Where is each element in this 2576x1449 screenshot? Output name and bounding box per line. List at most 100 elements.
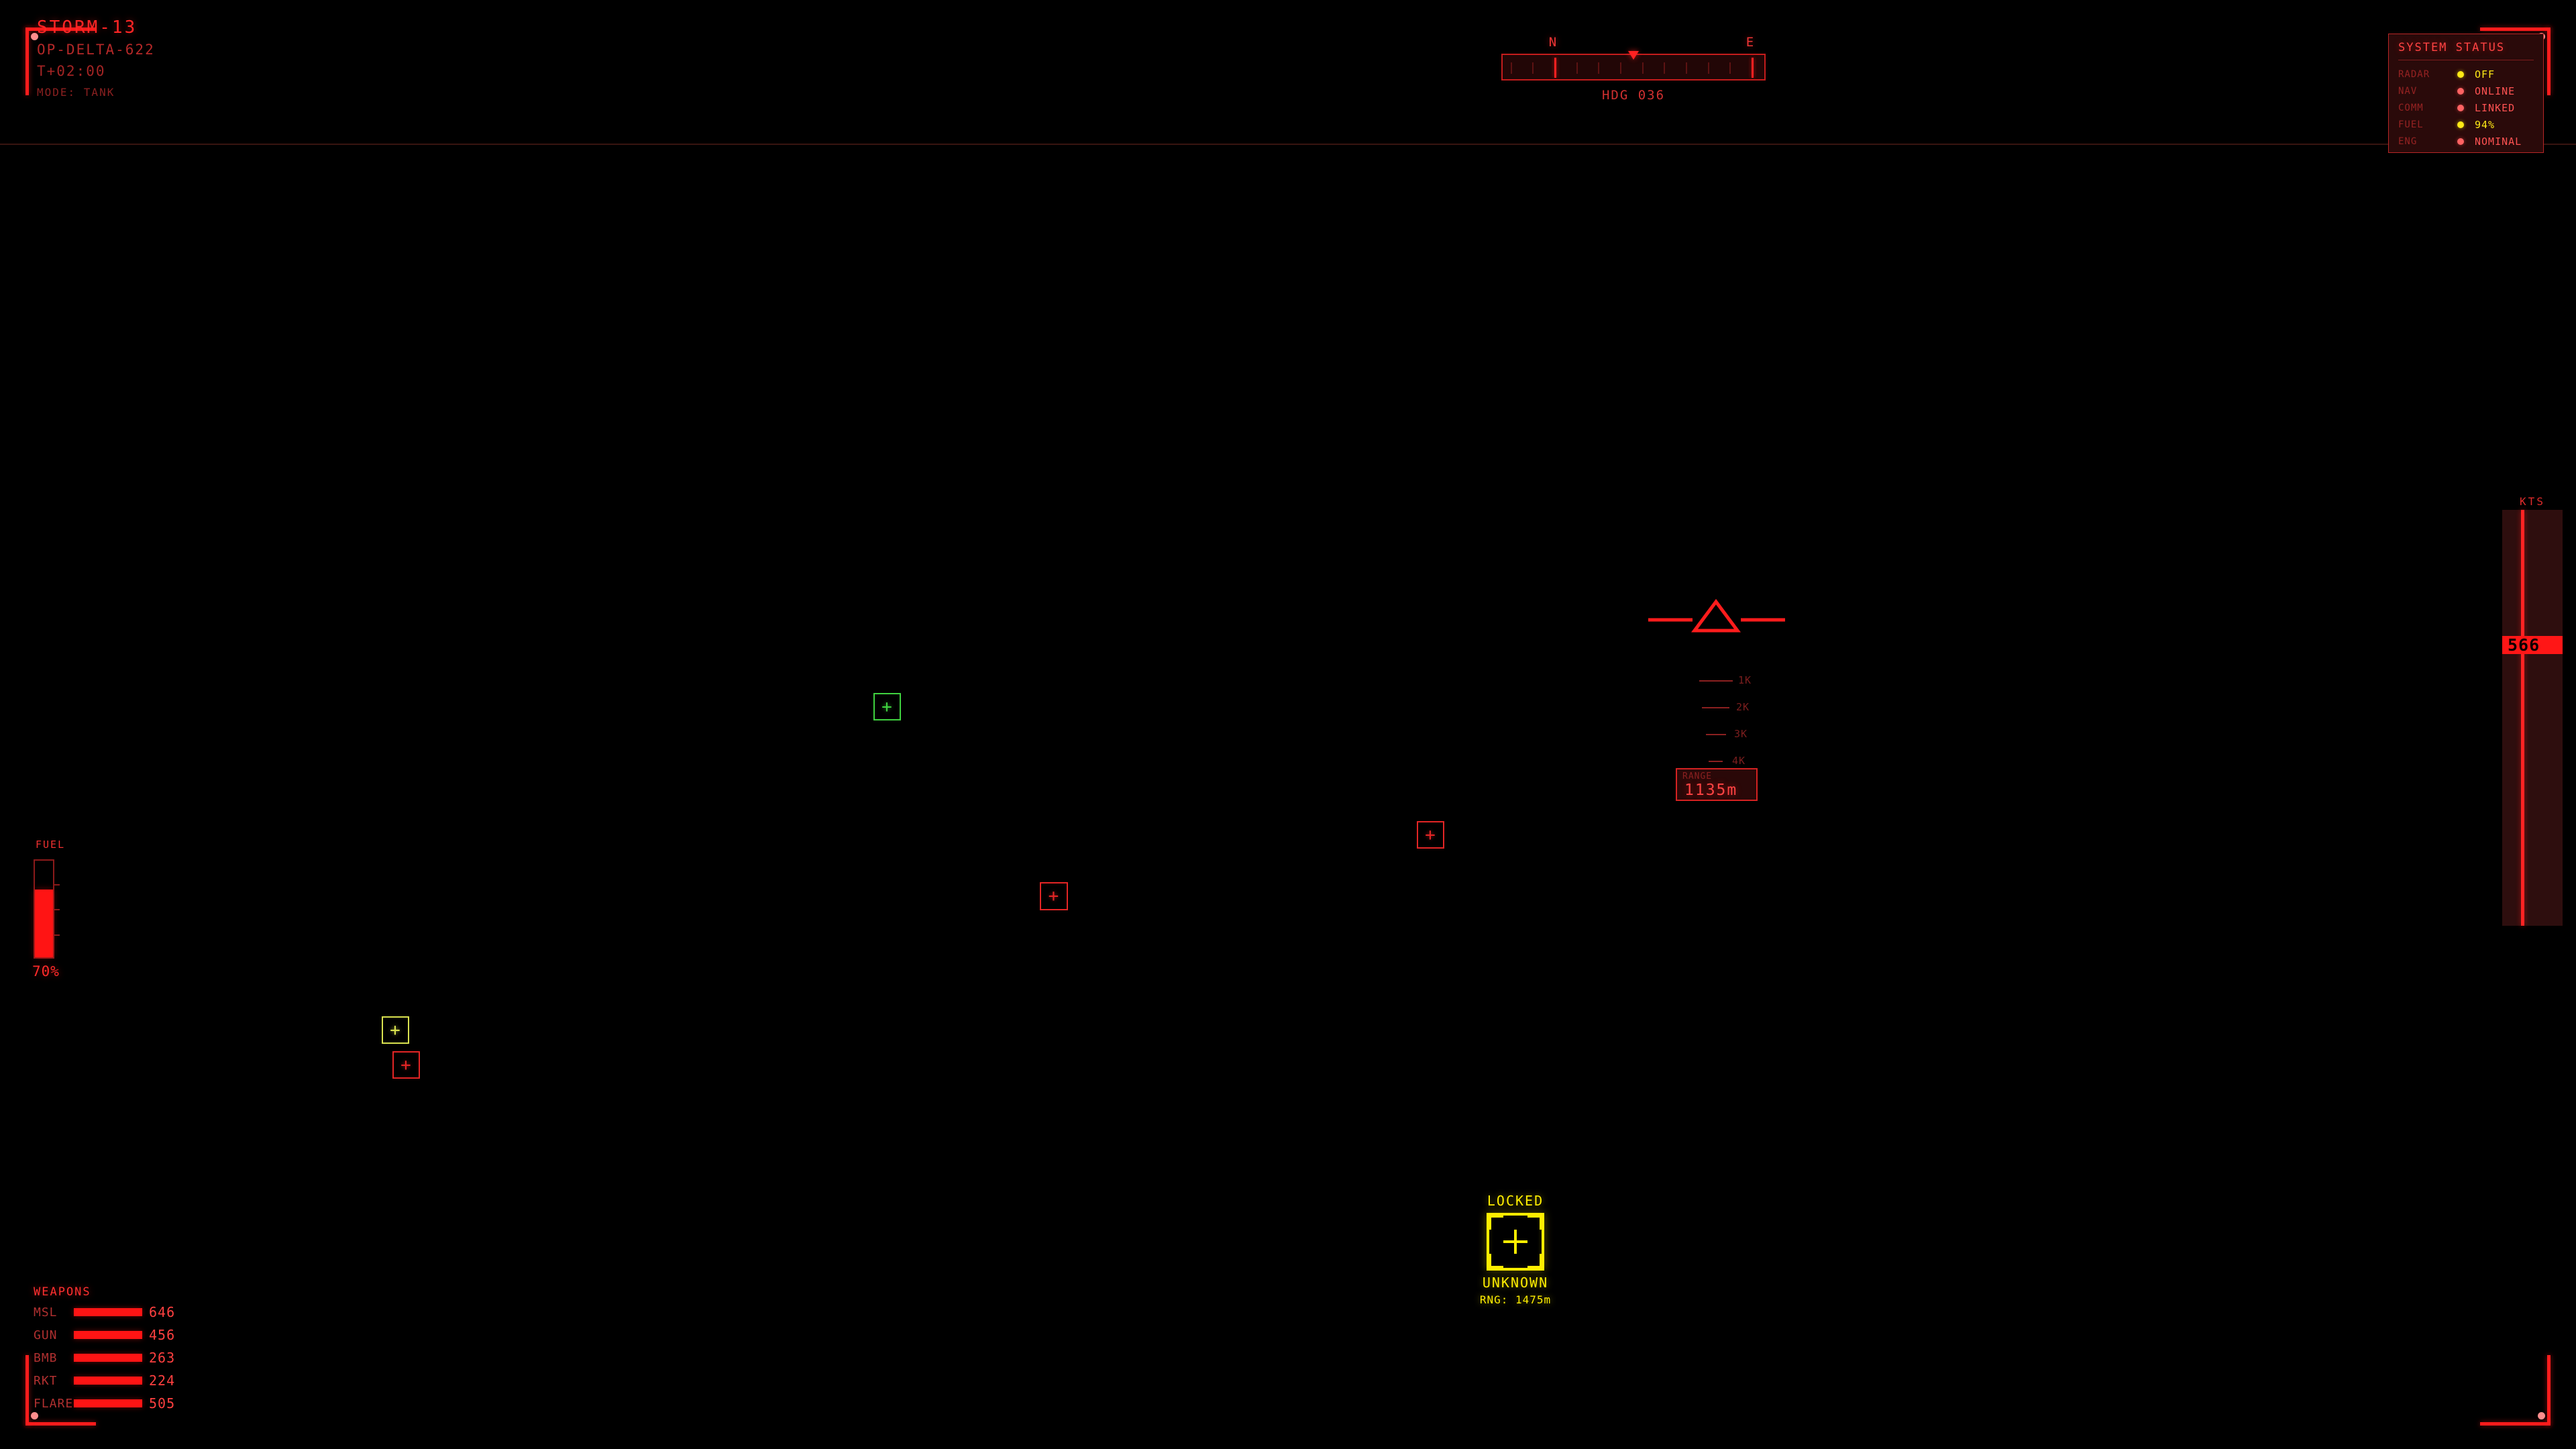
locked-target-box[interactable] — [1487, 1213, 1544, 1271]
ladder-rung — [1706, 734, 1726, 735]
lock-identity-label: UNKNOWN — [1482, 1275, 1549, 1291]
lock-range-readout: RNG: 1475m — [1479, 1293, 1552, 1306]
fuel-tick — [54, 909, 60, 910]
lock-corner-icon — [1527, 1213, 1544, 1230]
bracket-bar — [2547, 1355, 2551, 1426]
ladder-label: 1K — [1738, 674, 1752, 686]
operation-code: OP-DELTA-622 — [37, 42, 155, 58]
weapon-ammo-bar — [74, 1399, 142, 1407]
compass-tick — [1752, 58, 1754, 78]
compass-tick — [1576, 62, 1578, 74]
status-row-fuel: FUEL 94% — [2398, 116, 2534, 133]
bracket-bar — [25, 28, 29, 95]
weapon-label: GUN — [34, 1328, 58, 1342]
status-label: RADAR — [2398, 68, 2430, 80]
range-label: RANGE — [1682, 771, 1713, 782]
fuel-tick — [54, 934, 60, 936]
speed-tape-centerline — [2521, 510, 2524, 926]
compass-tick — [1707, 62, 1709, 74]
contact-target-box[interactable]: + — [392, 1051, 420, 1079]
status-row-nav: NAV ONLINE — [2398, 83, 2534, 99]
weapons-title: WEAPONS — [34, 1285, 91, 1299]
bracket-bar — [25, 1355, 29, 1426]
speed-tape: 566 — [2502, 510, 2563, 926]
flight-path-marker-icon — [1648, 598, 1785, 633]
compass-tick — [1510, 62, 1512, 74]
top-divider-line — [0, 144, 2576, 145]
weapon-ammo-bar — [74, 1331, 142, 1339]
weapon-row-bmb: BMB 263 — [34, 1350, 176, 1366]
status-value: ONLINE — [2475, 85, 2516, 97]
lock-status-label: LOCKED — [1487, 1193, 1544, 1209]
ladder-label: 4K — [1732, 755, 1746, 767]
status-label: FUEL — [2398, 119, 2424, 130]
bracket-dot-icon — [31, 33, 38, 40]
weapon-label: FLARE — [34, 1396, 74, 1411]
locked-target-group: LOCKED UNKNOWN RNG: 1475m — [1473, 1193, 1558, 1306]
weapon-label: RKT — [34, 1373, 58, 1388]
weapon-count: 646 — [149, 1304, 176, 1320]
range-box: RANGE 1135m — [1676, 768, 1758, 801]
weapon-label: MSL — [34, 1305, 58, 1320]
weapon-ammo-bar — [74, 1377, 142, 1385]
ladder-label: 3K — [1734, 728, 1748, 740]
status-dot-icon — [2457, 138, 2464, 145]
contact-target-box[interactable]: + — [382, 1016, 409, 1044]
status-label: NAV — [2398, 85, 2418, 97]
weapons-panel: WEAPONS MSL 646 GUN 456 BMB 263 RKT 224 … — [34, 1285, 175, 1419]
status-row-eng: ENG NOMINAL — [2398, 133, 2534, 150]
weapon-count: 224 — [149, 1373, 176, 1389]
weapon-count: 263 — [149, 1350, 176, 1366]
compass-tape — [1501, 51, 1766, 80]
callsign: STORM-13 — [37, 17, 138, 38]
range-value: 1135m — [1684, 782, 1738, 799]
status-label: COMM — [2398, 102, 2424, 113]
speed-unit-label: KTS — [2520, 495, 2545, 508]
weapon-ammo-bar — [74, 1308, 142, 1316]
speed-value: 566 — [2508, 635, 2540, 655]
bracket-dot-icon — [31, 1412, 38, 1419]
ladder-label: 2K — [1736, 701, 1750, 713]
contact-target-box[interactable]: + — [1417, 821, 1444, 849]
speed-readout-band: 566 — [2502, 635, 2563, 655]
contact-target-box[interactable]: + — [873, 693, 901, 720]
bracket-bar — [25, 28, 96, 31]
status-dot-icon — [2457, 87, 2464, 95]
mission-time: T+02:00 — [37, 63, 106, 79]
contact-target-box[interactable]: + — [1040, 882, 1068, 910]
status-row-radar: RADAR OFF — [2398, 66, 2534, 83]
status-value: OFF — [2475, 68, 2496, 80]
fuel-gauge — [34, 859, 60, 959]
compass-east-label: E — [1746, 35, 1755, 50]
compass-tick — [1686, 62, 1687, 74]
weapon-row-flare: FLARE 505 — [34, 1395, 175, 1411]
weapon-row-rkt: RKT 224 — [34, 1373, 176, 1389]
bracket-bar — [25, 1422, 96, 1426]
lock-crosshair-icon — [1514, 1230, 1517, 1254]
bracket-bar — [2480, 28, 2551, 31]
lock-corner-icon — [1527, 1254, 1544, 1271]
ladder-rung — [1702, 707, 1729, 708]
bracket-dot-icon — [2538, 1412, 2545, 1419]
heading-needle-icon — [1627, 51, 1639, 60]
compass-tick — [1664, 62, 1666, 74]
fuel-tick — [54, 884, 60, 885]
compass-north-label: N — [1548, 35, 1558, 50]
heading-readout: HDG 036 — [1601, 88, 1666, 103]
fuel-percent-readout: 70% — [32, 963, 60, 979]
status-dot-icon — [2457, 70, 2464, 78]
system-status-panel: SYSTEM STATUS RADAR OFF NAV ONLINE COMM … — [2388, 34, 2544, 153]
compass-tick — [1642, 62, 1644, 74]
status-dot-icon — [2457, 104, 2464, 111]
bracket-bar — [2480, 1422, 2551, 1426]
weapon-row-gun: GUN 456 — [34, 1327, 176, 1343]
bracket-bar — [2547, 28, 2551, 95]
fuel-fill-bar — [35, 890, 53, 957]
status-label: ENG — [2398, 136, 2418, 147]
compass-tick — [1532, 62, 1534, 74]
compass-tick — [1729, 62, 1731, 74]
weapon-label: BMB — [34, 1350, 58, 1365]
weapon-count: 456 — [149, 1327, 176, 1343]
lock-corner-icon — [1487, 1213, 1503, 1230]
